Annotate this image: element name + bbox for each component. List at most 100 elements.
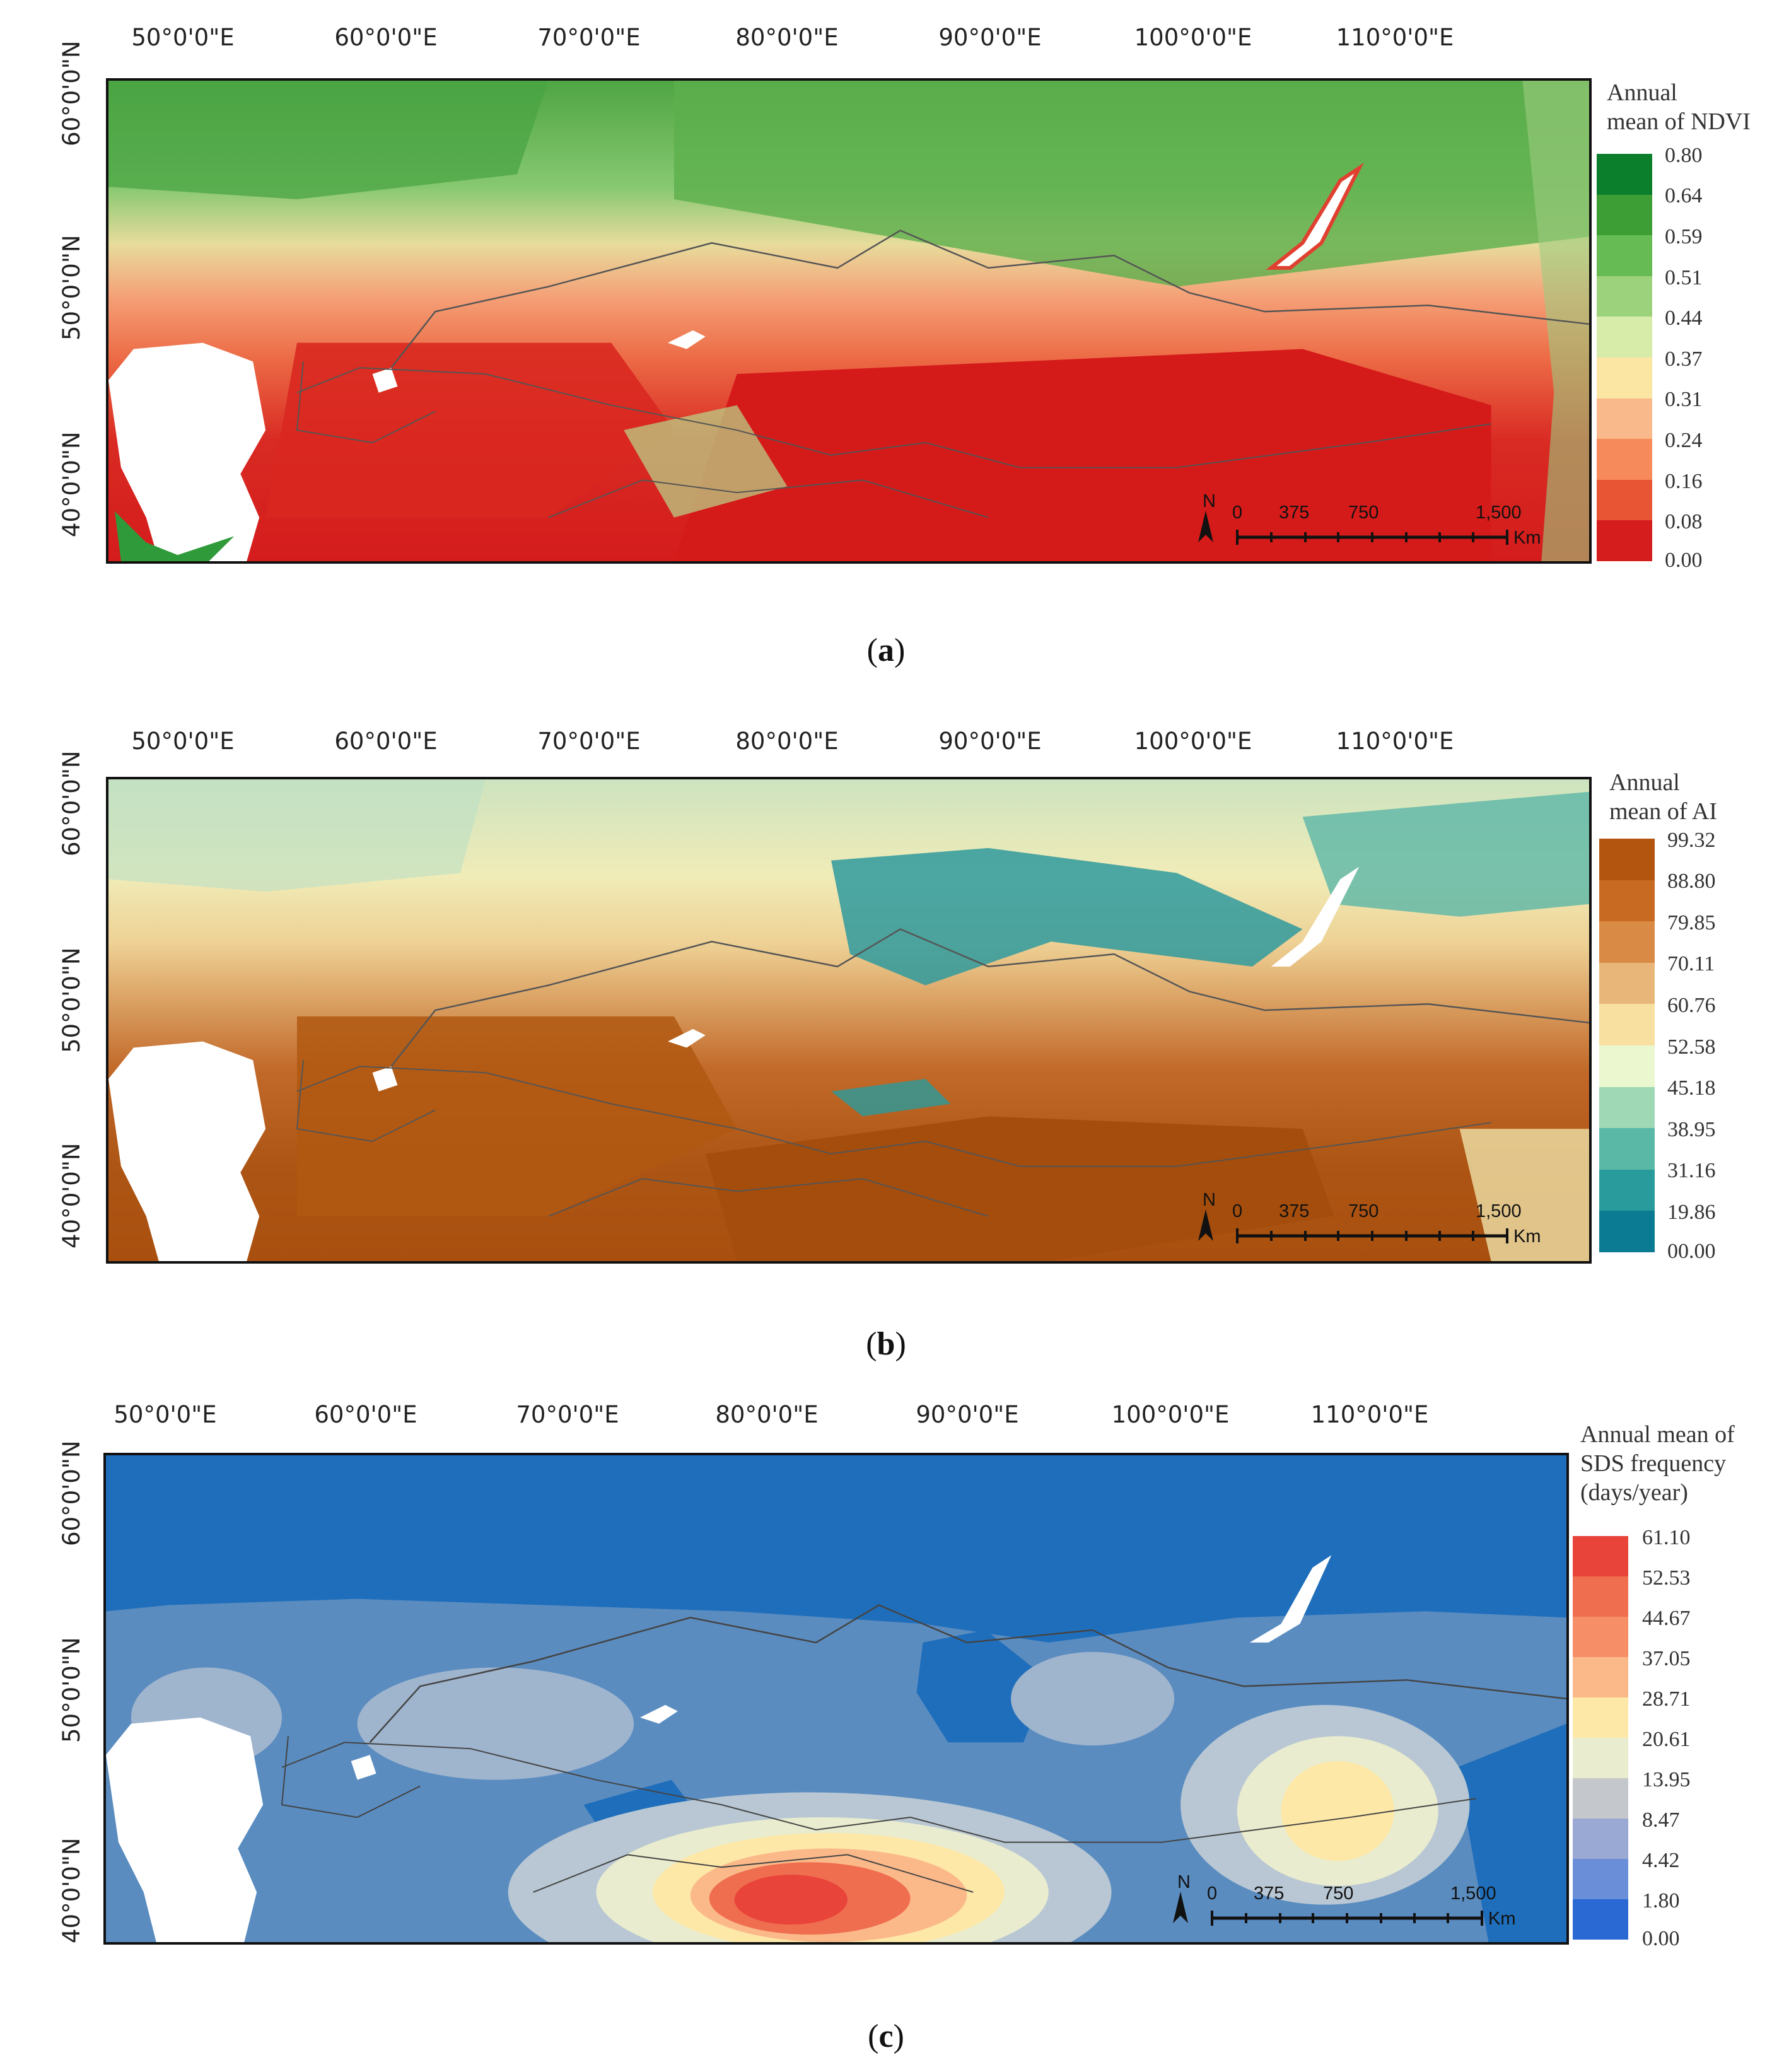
legend-title-a-line1: Annual xyxy=(1607,79,1677,106)
lon-label-60: 60°0'0"E xyxy=(314,1401,417,1428)
legend-tick: 52.58 xyxy=(1667,1035,1716,1059)
legend-swatch xyxy=(1599,1086,1655,1129)
svg-text:0: 0 xyxy=(1232,503,1242,523)
legend-tick: 4.42 xyxy=(1642,1849,1680,1872)
legend-swatch xyxy=(1597,317,1652,358)
legend-tick: 88.80 xyxy=(1667,870,1716,893)
legend-tick: 28.71 xyxy=(1642,1687,1691,1711)
lon-label-80: 80°0'0"E xyxy=(735,24,839,51)
panel-b: 50°0'0"E 60°0'0"E 70°0'0"E 80°0'0"E 90°0… xyxy=(0,694,1772,1387)
legend-bar-a xyxy=(1597,154,1652,561)
legend-tick: 99.32 xyxy=(1667,829,1716,852)
lon-label-80: 80°0'0"E xyxy=(715,1401,819,1428)
legend-swatch xyxy=(1599,1004,1655,1045)
lon-label-70: 70°0'0"E xyxy=(537,24,641,51)
svg-text:750: 750 xyxy=(1323,1883,1353,1904)
lat-label-40: 40°0'0"N xyxy=(58,1837,85,1943)
lon-label-100: 100°0'0"E xyxy=(1134,24,1252,51)
legend-swatch xyxy=(1597,194,1652,236)
svg-text:375: 375 xyxy=(1254,1883,1284,1904)
legend-tick: 19.86 xyxy=(1667,1201,1716,1224)
lat-label-40: 40°0'0"N xyxy=(58,1143,85,1248)
legend-swatch xyxy=(1599,1128,1655,1170)
legend-swatch xyxy=(1573,1697,1628,1738)
lat-label-40: 40°0'0"N xyxy=(58,431,85,537)
north-arrow-label: N xyxy=(1203,493,1216,511)
legend-tick: 0.64 xyxy=(1665,184,1703,207)
legend-swatch xyxy=(1597,276,1652,317)
ndvi-map xyxy=(106,78,1592,564)
legend-swatch xyxy=(1599,1169,1655,1211)
lon-label-60: 60°0'0"E xyxy=(334,24,438,51)
legend-swatch xyxy=(1573,1617,1628,1657)
lat-label-60: 60°0'0"N xyxy=(58,750,85,856)
north-arrow-label: N xyxy=(1177,1874,1191,1892)
legend-title-c-line2: SDS frequency xyxy=(1580,1450,1727,1477)
legend-swatch xyxy=(1573,1778,1628,1819)
sds-map xyxy=(103,1453,1569,1945)
legend-tick: 8.47 xyxy=(1642,1808,1680,1832)
lon-label-90: 90°0'0"E xyxy=(916,1401,1019,1428)
legend-swatch xyxy=(1573,1738,1628,1778)
legend-tick: 1.80 xyxy=(1642,1889,1680,1912)
lat-label-50: 50°0'0"N xyxy=(58,947,85,1053)
caption-b: (b) xyxy=(866,1326,906,1362)
lon-label-50: 50°0'0"E xyxy=(131,728,235,755)
legend-swatch xyxy=(1599,1211,1655,1252)
svg-text:0: 0 xyxy=(1207,1883,1217,1904)
lon-label-70: 70°0'0"E xyxy=(537,728,641,755)
lon-label-100: 100°0'0"E xyxy=(1134,728,1252,755)
legend-tick: 52.53 xyxy=(1642,1566,1691,1590)
legend-title-a-line2: mean of NDVI xyxy=(1607,108,1751,135)
legend-swatch xyxy=(1597,439,1652,480)
legend-swatch xyxy=(1599,839,1655,880)
lon-label-110: 110°0'0"E xyxy=(1336,728,1454,755)
legend-swatch xyxy=(1597,154,1652,195)
legend-swatch xyxy=(1599,921,1655,963)
legend-title-c-line1: Annual mean of xyxy=(1580,1421,1735,1448)
legend-swatch xyxy=(1599,962,1655,1004)
legend-tick: 70.11 xyxy=(1667,952,1715,975)
legend-swatch xyxy=(1599,1045,1655,1087)
legend-title-c-line3: (days/year) xyxy=(1580,1479,1688,1506)
lon-label-90: 90°0'0"E xyxy=(938,728,1042,755)
legend-tick: 0.16 xyxy=(1665,470,1703,493)
legend-tick: 44.67 xyxy=(1642,1607,1691,1630)
lon-label-50: 50°0'0"E xyxy=(114,1401,217,1428)
svg-text:750: 750 xyxy=(1348,503,1379,523)
legend-tick: 0.24 xyxy=(1665,429,1703,452)
lat-label-60: 60°0'0"N xyxy=(58,40,85,146)
svg-text:Km: Km xyxy=(1513,1226,1541,1247)
legend-tick: 79.85 xyxy=(1667,911,1716,934)
legend-tick: 38.95 xyxy=(1667,1118,1716,1141)
scale-bar-b: N 0 375 750 1,500 Km xyxy=(1198,1192,1541,1247)
svg-text:Km: Km xyxy=(1488,1909,1516,1929)
legend-tick: 00.00 xyxy=(1667,1240,1716,1263)
legend-tick: 0.44 xyxy=(1665,306,1703,330)
lon-label-50: 50°0'0"E xyxy=(131,24,235,51)
svg-text:375: 375 xyxy=(1279,1201,1309,1221)
lat-label-50: 50°0'0"N xyxy=(58,235,85,340)
north-arrow-label: N xyxy=(1203,1192,1216,1210)
legend-tick: 0.08 xyxy=(1665,510,1703,533)
lon-label-110: 110°0'0"E xyxy=(1310,1401,1429,1428)
svg-text:1,500: 1,500 xyxy=(1476,503,1522,523)
legend-swatch xyxy=(1597,520,1652,561)
ai-map xyxy=(106,777,1592,1264)
lon-label-70: 70°0'0"E xyxy=(516,1401,619,1428)
legend-bar-b xyxy=(1599,839,1655,1252)
legend-tick: 0.31 xyxy=(1665,388,1703,411)
north-arrow-icon xyxy=(1198,511,1213,542)
svg-text:375: 375 xyxy=(1279,503,1309,523)
legend-swatch xyxy=(1573,1576,1628,1617)
legend-tick: 37.05 xyxy=(1642,1647,1691,1670)
legend-tick: 61.10 xyxy=(1642,1526,1691,1549)
legend-tick: 45.18 xyxy=(1667,1076,1716,1100)
legend-tick: 0.51 xyxy=(1665,266,1703,289)
svg-text:0: 0 xyxy=(1232,1201,1242,1221)
legend-swatch xyxy=(1573,1899,1628,1940)
legend-swatch xyxy=(1597,479,1652,521)
legend-tick: 20.61 xyxy=(1642,1728,1691,1751)
lon-label-100: 100°0'0"E xyxy=(1111,1401,1230,1428)
legend-tick: 0.37 xyxy=(1665,347,1703,371)
